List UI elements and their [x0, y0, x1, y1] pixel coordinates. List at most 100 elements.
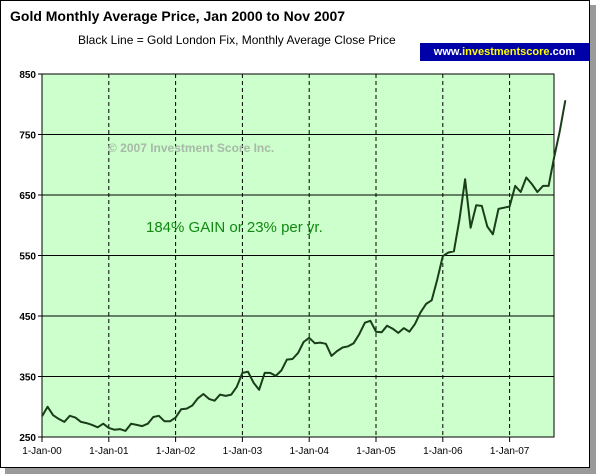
series-point	[69, 415, 71, 417]
series-point	[559, 130, 561, 133]
x-tick-label: 1-Jan-03	[223, 446, 263, 457]
series-point	[247, 371, 249, 373]
series-point	[91, 424, 93, 426]
series-point	[375, 331, 377, 333]
series-point	[41, 415, 43, 417]
series-point	[52, 414, 54, 416]
series-point	[353, 342, 355, 344]
series-point	[319, 342, 321, 344]
chart-title: Gold Monthly Average Price, Jan 2000 to …	[10, 8, 346, 24]
series-point	[381, 331, 383, 333]
series-point	[275, 375, 277, 377]
series-point	[458, 218, 461, 220]
x-tick-label: 1-Jan-07	[490, 446, 530, 457]
frame-shadow-bottom	[5, 468, 596, 474]
series-point	[180, 408, 182, 410]
series-point	[425, 303, 427, 305]
series-point	[236, 386, 238, 388]
badge-suffix: .com	[549, 46, 576, 58]
series-point	[497, 208, 500, 210]
series-point	[169, 420, 171, 422]
x-tick-label: 1-Jan-00	[22, 446, 62, 457]
series-point	[342, 346, 344, 349]
series-point	[386, 325, 388, 327]
series-point	[219, 394, 221, 396]
series-point	[58, 418, 60, 420]
series-point	[492, 233, 494, 235]
series-point	[80, 421, 82, 423]
series-point	[419, 311, 422, 313]
series-point	[525, 176, 527, 179]
series-point	[152, 416, 154, 418]
chart-subtitle: Black Line = Gold London Fix, Monthly Av…	[78, 33, 396, 47]
series-point	[286, 359, 288, 361]
grid	[42, 74, 554, 437]
series-point	[536, 191, 539, 193]
badge-highlight: investmentscore	[462, 46, 550, 58]
series-point	[175, 417, 177, 419]
series-point	[74, 417, 76, 419]
series-point	[124, 430, 127, 432]
series-point	[330, 355, 333, 357]
series-point	[258, 389, 260, 391]
gain-annotation: 184% GAIN or 23% per yr.	[146, 219, 323, 236]
series-point	[208, 398, 210, 400]
series-point	[136, 424, 138, 426]
series-point	[225, 395, 227, 397]
series-point	[303, 341, 305, 343]
series-point	[336, 350, 338, 352]
series-point	[102, 423, 104, 425]
series-point	[436, 279, 438, 281]
y-tick-label: 750	[19, 131, 36, 142]
series-point	[403, 327, 405, 329]
series-points	[41, 100, 566, 432]
series-point	[47, 406, 49, 408]
series-point	[63, 421, 65, 423]
series-point	[414, 323, 416, 325]
series-point	[297, 352, 299, 354]
series-point	[308, 337, 310, 339]
series-point	[514, 185, 516, 187]
series-point	[431, 299, 433, 301]
y-tick-label: 550	[19, 252, 36, 263]
series-point	[264, 372, 266, 374]
series-point	[447, 251, 449, 254]
x-tick-label: 1-Jan-04	[289, 446, 329, 457]
series-point	[475, 204, 477, 206]
series-point	[202, 393, 204, 395]
series-point	[314, 342, 316, 344]
series-point	[442, 255, 444, 257]
series-point	[408, 331, 410, 333]
series-point	[130, 423, 132, 425]
watermark-text: © 2007 Investment Score Inc.	[108, 141, 274, 155]
series-point	[542, 185, 544, 187]
frame-shadow-right	[590, 5, 596, 473]
series-point	[241, 372, 243, 374]
x-tick-label: 1-Jan-05	[356, 446, 396, 457]
x-tick-label: 1-Jan-02	[156, 446, 196, 457]
series-point	[347, 345, 349, 347]
x-tick-label: 1-Jan-06	[423, 446, 463, 457]
series-point	[113, 429, 115, 431]
series-point	[520, 191, 522, 193]
website-badge[interactable]: www.investmentscore.com	[420, 43, 589, 61]
series-point	[453, 250, 455, 252]
series-point	[481, 205, 483, 207]
series-point	[392, 328, 394, 330]
series-point	[85, 422, 88, 424]
series-point	[119, 428, 121, 430]
series-point	[325, 343, 327, 345]
series-point	[470, 227, 472, 229]
series-point	[108, 427, 110, 429]
series-point	[97, 426, 99, 428]
y-tick-label: 350	[19, 373, 36, 384]
y-tick-label: 450	[19, 312, 36, 323]
series-point	[486, 225, 488, 228]
series-point	[464, 178, 466, 180]
series-point	[252, 382, 255, 384]
series-point	[141, 425, 143, 427]
series-point	[291, 358, 294, 360]
series-point	[358, 333, 360, 335]
series-point	[163, 420, 166, 422]
